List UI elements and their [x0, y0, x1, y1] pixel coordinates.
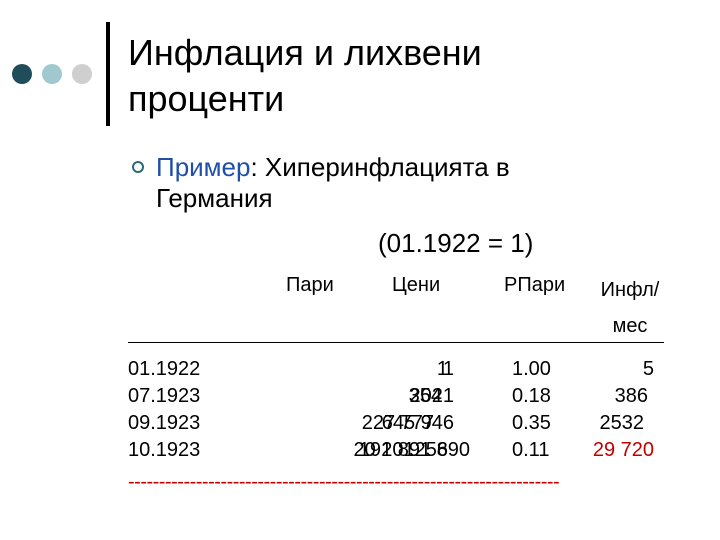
dot-dark-icon — [12, 64, 32, 84]
dot-gray-icon — [72, 64, 92, 84]
table-row: 01.1922 1 1 1.00 5 — [128, 356, 668, 383]
cell-money: 1 — [436, 358, 448, 380]
cell-money: 227 777 — [361, 412, 434, 434]
cell-real-money: 0.35 — [512, 412, 551, 434]
cell-date: 10.1923 — [128, 439, 201, 461]
cell-inflation: 2532 — [599, 412, 645, 434]
column-header-money: Пари — [286, 274, 334, 296]
cell-prices: 1 — [442, 358, 454, 380]
bullet-line-2: Германия — [156, 183, 273, 213]
title-divider — [106, 22, 110, 126]
cell-inflation: 386 — [614, 385, 648, 407]
column-header-inflation-line-2: мес — [612, 315, 648, 337]
title-line-1: Инфлация и лихвени — [128, 32, 482, 73]
bullet-rest: : Хиперинфлацията в — [250, 152, 510, 182]
cell-real-money: 0.18 — [512, 385, 551, 407]
decorative-dots — [12, 64, 96, 88]
cell-inflation-highlight: 29 720 — [592, 439, 654, 461]
column-header-inflation: Инфл/ мес — [598, 272, 662, 344]
dot-teal-icon — [42, 64, 62, 84]
table-row: 10.1923 20 201256 191 891 890 0.11 29 72… — [128, 437, 668, 464]
column-header-real-money: РПари — [504, 274, 566, 296]
base-note: (01.1922 = 1) — [378, 228, 534, 258]
cell-money: 354 — [408, 385, 442, 407]
table-rule — [128, 342, 664, 343]
data-table: 01.1922 1 1 1.00 5 07.1923 354 2021 0.18… — [128, 356, 668, 464]
table-row: 07.1923 354 2021 0.18 386 — [128, 383, 668, 410]
cell-prices: 2021 — [409, 385, 455, 407]
cell-real-money: 0.11 — [512, 439, 550, 461]
circle-bullet-icon — [132, 161, 144, 173]
bullet-keyword: Пример — [156, 152, 251, 182]
cell-date: 09.1923 — [128, 412, 201, 434]
dashed-separator: ----------------------------------------… — [128, 472, 560, 492]
table-row: 09.1923 227 777 645 946 0.35 2532 — [128, 410, 668, 437]
column-header-inflation-line-1: Инфл/ — [600, 279, 660, 301]
slide-title: Инфлация и лихвени проценти — [128, 30, 482, 122]
title-line-2: проценти — [128, 78, 285, 119]
bullet-text: Пример: Хиперинфлацията в Германия — [156, 152, 676, 214]
cell-prices: 645 946 — [381, 412, 454, 434]
cell-real-money: 1.00 — [512, 358, 551, 380]
cell-prices: 191 891 890 — [358, 439, 470, 461]
column-header-prices: Цени — [392, 274, 441, 296]
cell-inflation: 5 — [642, 358, 654, 380]
cell-date: 07.1923 — [128, 385, 201, 407]
cell-money: 20 201256 — [353, 439, 448, 461]
cell-date: 01.1922 — [128, 358, 201, 380]
